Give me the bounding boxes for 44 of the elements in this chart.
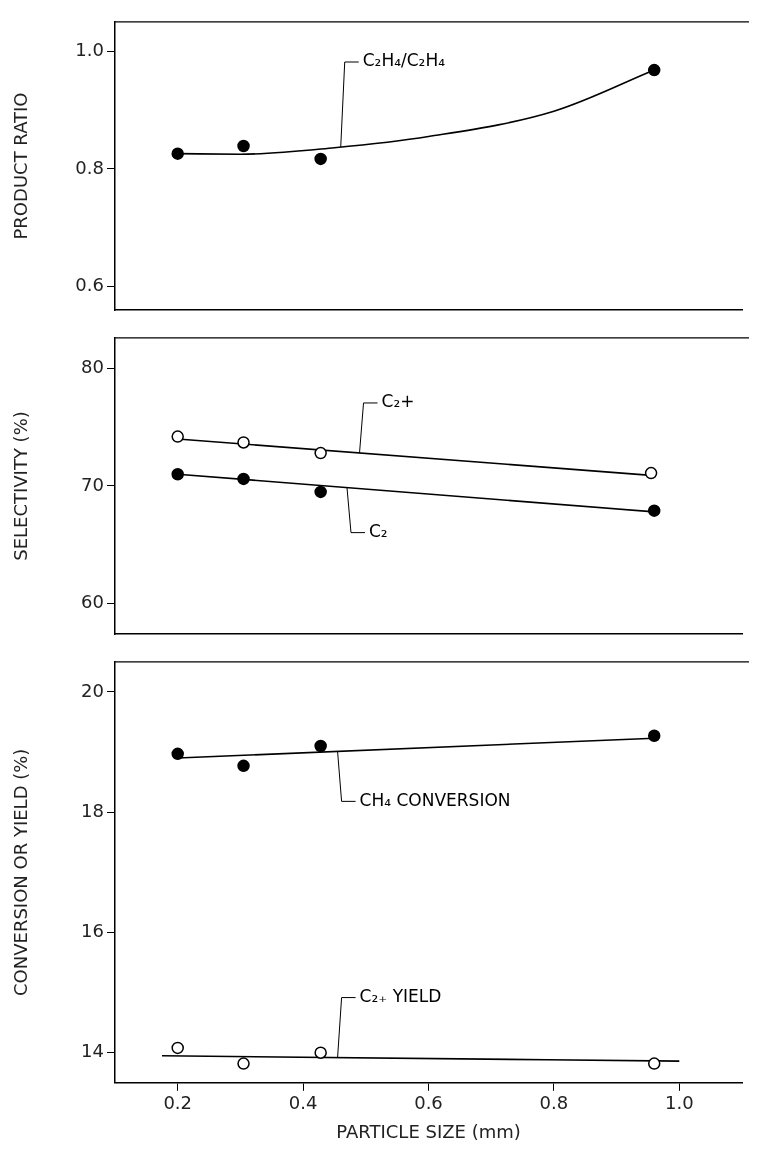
y-tick-label: 1.0 xyxy=(75,38,104,60)
y-tick-label: 18 xyxy=(81,799,104,821)
text: C₂+ xyxy=(381,391,415,412)
x-tick-label: 0.4 xyxy=(288,1092,318,1114)
x-tick-label: 0.8 xyxy=(539,1092,569,1114)
y-tick-label: 0.8 xyxy=(75,156,104,178)
point xyxy=(314,739,327,753)
y-axis-title: PRODUCT RATIO xyxy=(10,92,32,240)
x-tick-label: 1.0 xyxy=(664,1092,694,1114)
text: C₂H₄/C₂H₄ xyxy=(362,50,446,71)
point xyxy=(171,467,184,481)
point xyxy=(647,1057,661,1070)
point xyxy=(237,1057,250,1070)
y-tick-label: 14 xyxy=(81,1040,104,1062)
y-axis-title: CONVERSION OR YIELD (%) xyxy=(10,748,32,996)
point xyxy=(314,485,327,499)
y-tick-label: 70 xyxy=(81,473,104,495)
x-tick-label: 0.2 xyxy=(163,1092,193,1114)
x-axis-title: PARTICLE SIZE (mm) xyxy=(336,1120,521,1142)
y-tick-label: 60 xyxy=(81,591,104,613)
point xyxy=(237,472,250,486)
point xyxy=(314,152,327,166)
y-tick-label: 16 xyxy=(81,920,104,942)
point xyxy=(314,1046,327,1059)
point xyxy=(237,139,250,153)
point xyxy=(171,430,184,443)
y-tick-label: 20 xyxy=(81,679,104,701)
point xyxy=(647,504,661,517)
y-tick-label: 80 xyxy=(81,356,104,378)
point xyxy=(171,147,184,160)
point xyxy=(171,747,184,761)
point xyxy=(171,1041,184,1055)
y-axis-title: SELECTIVITY (%) xyxy=(10,411,32,561)
point xyxy=(644,466,658,480)
text: CH₄ CONVERSION xyxy=(359,789,511,810)
point xyxy=(647,729,661,743)
point xyxy=(314,446,327,460)
y-tick-label: 0.6 xyxy=(75,274,104,296)
point xyxy=(237,759,250,773)
point xyxy=(237,436,250,449)
x-tick-label: 0.6 xyxy=(414,1092,443,1114)
point xyxy=(647,63,661,77)
series-label: C₂ xyxy=(368,521,388,542)
text: C₂₊ YIELD xyxy=(359,985,442,1006)
